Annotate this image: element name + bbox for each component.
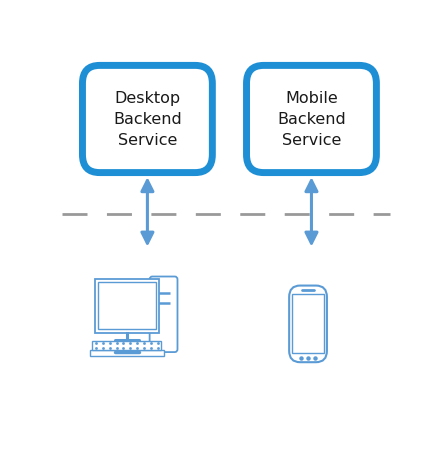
FancyBboxPatch shape bbox=[247, 66, 377, 173]
FancyBboxPatch shape bbox=[82, 66, 213, 173]
Text: Mobile
Backend
Service: Mobile Backend Service bbox=[277, 91, 346, 148]
FancyBboxPatch shape bbox=[95, 280, 159, 333]
Text: Desktop
Backend
Service: Desktop Backend Service bbox=[113, 91, 182, 148]
Bar bbox=[93, 341, 161, 350]
FancyArrowPatch shape bbox=[142, 181, 153, 244]
FancyArrowPatch shape bbox=[306, 181, 317, 244]
Bar bbox=[90, 350, 164, 356]
Bar bbox=[292, 294, 324, 353]
FancyBboxPatch shape bbox=[289, 286, 327, 363]
FancyBboxPatch shape bbox=[149, 277, 177, 352]
Bar bbox=[98, 283, 156, 330]
